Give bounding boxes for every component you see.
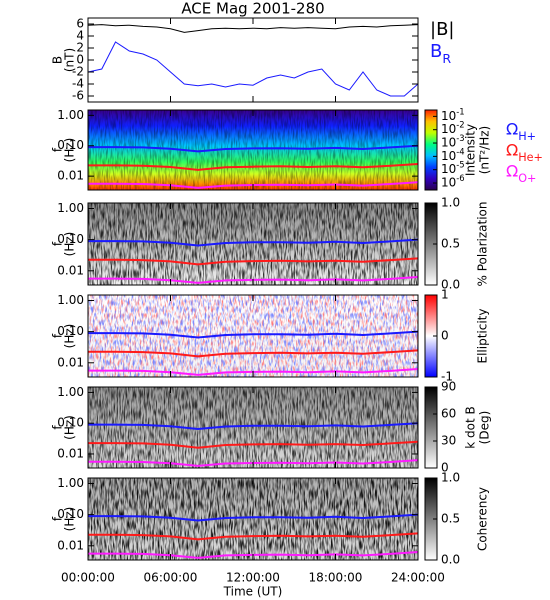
chart-title: ACE Mag 2001-280	[181, 0, 324, 18]
legend-label: ΩHe+	[506, 141, 543, 164]
colorbar-tick-label: 0.0	[441, 553, 460, 567]
y-axis-label: f	[51, 333, 65, 338]
panel	[88, 203, 418, 285]
colorbar-tick-label: 1.0	[441, 196, 460, 210]
y-tick-label: 1.00	[57, 293, 84, 307]
series-line	[88, 24, 418, 33]
y-tick-label: 1.00	[57, 476, 84, 490]
x-tick-label: 00:00:00	[61, 571, 115, 585]
legend-label: ΩH+	[506, 120, 536, 143]
series-line	[88, 330, 418, 339]
colorbar-tick-label: 0	[441, 461, 449, 475]
y-axis-label: (Hz)	[63, 232, 77, 257]
plot-frame	[87, 17, 419, 103]
series-line	[88, 422, 418, 431]
colorbar-tick-label: 0.5	[441, 512, 460, 526]
y-tick-label: -2	[72, 65, 84, 79]
spectrogram-texture	[88, 387, 418, 468]
colorbar-label: Intensity	[464, 124, 478, 176]
colorbar-tick-label: -1	[441, 370, 453, 384]
x-tick-label: 24:00:00	[391, 571, 445, 585]
colorbar-label: k dot B	[464, 406, 478, 448]
colorbar-tick-label: 90	[441, 380, 456, 394]
y-tick-label: 0.01	[57, 355, 84, 369]
y-axis-label: (Hz)	[63, 138, 77, 163]
legend-label: ΩO+	[506, 162, 536, 185]
colorbar-tick-label: 1.0	[441, 471, 460, 485]
colorbar-label: Ellipticity	[476, 309, 490, 364]
series-line	[88, 532, 418, 541]
y-tick-label: 1.00	[57, 201, 84, 215]
legend-label: BR	[430, 41, 451, 66]
y-tick-label: 0.10	[57, 507, 84, 521]
y-tick-label: -4	[72, 77, 84, 91]
y-tick-label: 4	[76, 29, 84, 43]
y-tick-label: 0.10	[57, 138, 84, 152]
y-tick-label: 6	[76, 17, 84, 31]
y-tick-label: 0.10	[57, 416, 84, 430]
x-tick-label: 12:00:00	[226, 571, 280, 585]
colorbar-tick-label: 1	[441, 288, 449, 302]
y-axis-label: (Hz)	[63, 507, 77, 532]
panel	[88, 110, 418, 190]
series-line	[88, 513, 418, 522]
colorbar-tick-label: 10-6	[441, 173, 465, 190]
y-tick-label: 0.01	[57, 538, 84, 552]
spectrogram-texture	[88, 478, 418, 560]
panel	[88, 387, 418, 468]
y-axis-label: f	[51, 147, 65, 152]
panel	[88, 295, 418, 377]
series-line	[88, 238, 418, 247]
colorbar	[424, 386, 438, 469]
y-tick-label: 0.01	[57, 169, 84, 183]
series-line	[88, 257, 418, 266]
series-line	[88, 41, 418, 97]
series-line	[88, 349, 418, 358]
y-axis-label: (nT)	[63, 48, 77, 72]
series-line	[88, 163, 418, 171]
y-tick-label: 1.00	[57, 385, 84, 399]
y-tick-label: 2	[76, 41, 84, 55]
y-axis-label: f	[51, 516, 65, 521]
colorbar-tick-label: 0.0	[441, 278, 460, 292]
colorbar-label: Coherency	[476, 487, 490, 551]
series-line	[88, 440, 418, 449]
y-tick-label: 0	[76, 53, 84, 67]
colorbar-tick-label: 30	[441, 434, 456, 448]
y-tick-label: 0.01	[57, 263, 84, 277]
y-tick-label: 0.10	[57, 324, 84, 338]
colorbar-tick-label: 0	[441, 329, 449, 343]
colorbar-tick-label: 60	[441, 407, 456, 421]
legend-label: |B|	[430, 19, 454, 40]
spectrogram-texture	[88, 203, 418, 285]
y-axis-label: (Hz)	[63, 324, 77, 349]
colorbar	[424, 109, 438, 191]
colorbar-tick-label: 0.5	[441, 237, 460, 251]
y-tick-label: 0.01	[57, 446, 84, 460]
y-axis-label: f	[51, 425, 65, 430]
y-axis-label: (Hz)	[63, 415, 77, 440]
y-tick-label: -6	[72, 89, 84, 103]
y-axis-label: B	[51, 56, 65, 64]
colorbar-label: (nT²/Hz)	[478, 126, 492, 174]
series-line	[88, 144, 418, 153]
panel	[88, 478, 418, 560]
colorbar-label: (Deg)	[478, 411, 492, 445]
x-tick-label: 18:00:00	[309, 571, 363, 585]
y-tick-label: 1.00	[57, 108, 84, 122]
colorbar-label: % Polarization	[476, 202, 490, 287]
x-axis-label: Time (UT)	[223, 585, 283, 599]
panel	[88, 24, 418, 97]
spectrogram-texture	[88, 295, 418, 377]
y-axis-label: f	[51, 241, 65, 246]
spectrogram-texture	[88, 110, 418, 190]
x-tick-label: 06:00:00	[144, 571, 198, 585]
y-tick-label: 0.10	[57, 232, 84, 246]
